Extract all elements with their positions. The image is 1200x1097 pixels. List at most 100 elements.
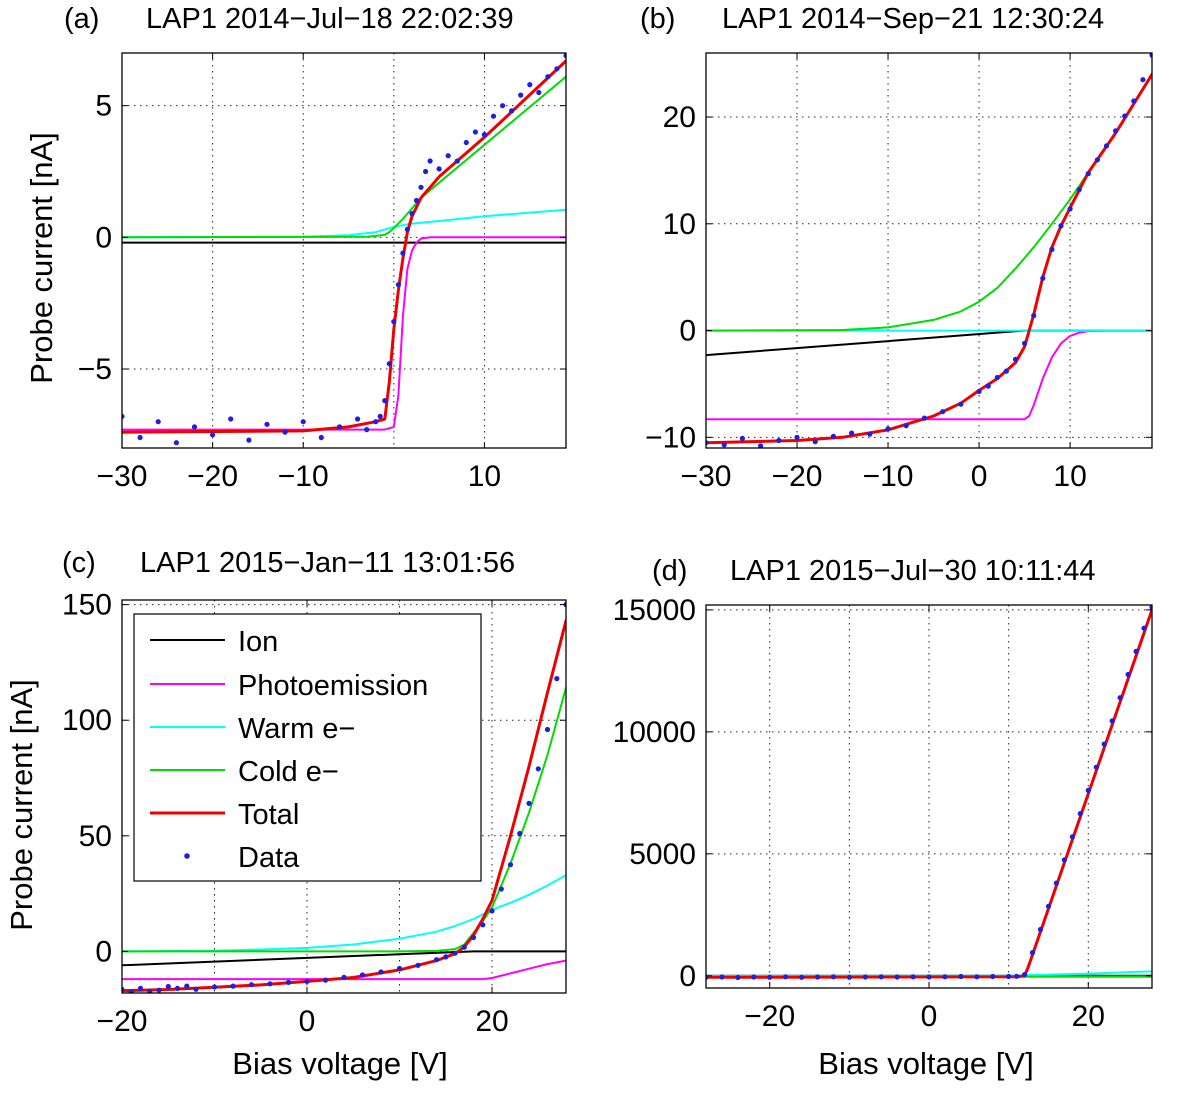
- panel-a-data-point: [554, 66, 560, 72]
- panel-c-data-point: [359, 972, 366, 978]
- panel-d-data-point: [974, 974, 980, 980]
- panel-b-ytick-label: 10: [663, 208, 696, 241]
- panel-a-data-point: [364, 427, 370, 433]
- panel-c-data-point: [165, 983, 171, 990]
- panel-b-series: [706, 72, 1152, 445]
- panel-b-data-point: [1085, 171, 1091, 177]
- panel-b-data-point: [940, 409, 946, 415]
- panel-b-data-point: [903, 423, 909, 429]
- panel-d-data-points: [706, 605, 1152, 981]
- panel-b-data-point: [849, 430, 855, 436]
- panel-b-total-line: [706, 72, 1152, 445]
- panel-a-data-point: [536, 89, 542, 96]
- legend-total-label: Total: [238, 799, 299, 831]
- panel-a-data-point: [395, 282, 401, 288]
- panel-b-data-point: [1040, 275, 1046, 281]
- panel-a-title: LAP1 2014−Jul−18 22:02:39: [146, 3, 514, 35]
- panel-c-data-point: [304, 978, 310, 985]
- panel-a-ytick-label: 5: [95, 90, 112, 123]
- panel-c-data-point: [461, 944, 467, 950]
- panel-a-data-point: [463, 139, 469, 146]
- panel-d-data-point: [830, 974, 837, 980]
- panel-a-label: (a): [64, 3, 99, 35]
- panel-b-xtick-label: −10: [863, 460, 914, 493]
- panel-b-data-point: [1067, 206, 1073, 212]
- panel-d-plot: −20 0 20 0 5000 10000 15000: [613, 594, 1153, 1033]
- panel-a-xtick-label: −20: [187, 460, 238, 493]
- panel-b-title: LAP1 2014−Sep−21 12:30:24: [722, 3, 1104, 35]
- panel-b-data-point: [739, 435, 746, 441]
- panel-a-ytick-label: 0: [95, 221, 112, 254]
- panel-b-ytick-label: 0: [679, 315, 696, 348]
- panel-b-axes-box: [705, 52, 1153, 449]
- panel-a-data-point: [436, 166, 442, 172]
- panel-d-data-point: [942, 974, 948, 980]
- panel-c-data-point: [452, 950, 458, 956]
- panel-a-cold-line: [122, 75, 566, 239]
- panel-a-data-point: [264, 421, 270, 427]
- panel-b-data-points: [706, 53, 1152, 448]
- panel-a-ylabel: Probe current [nA]: [24, 132, 59, 384]
- panel-d-data-point: [1117, 695, 1123, 701]
- panel-a-data-point: [518, 92, 524, 98]
- panel-d-data-point: [894, 974, 900, 980]
- panel-d-data-point: [1101, 741, 1107, 747]
- panel-b: (b) LAP1 2014−Sep−21 12:30:24 −30 −20 −10 0…: [640, 3, 1153, 493]
- panel-a-data-point: [355, 416, 361, 422]
- panel-d-data-point: [862, 974, 868, 980]
- panel-b-data-point: [994, 374, 1000, 381]
- panel-a-plot: −30 −20 −10 10 −5 0 5: [78, 52, 567, 493]
- panel-b-data-point: [1122, 113, 1128, 119]
- legend-data-swatch: [184, 853, 190, 859]
- panel-c-photoemission-line: [122, 959, 566, 981]
- panel-b-data-point: [1131, 98, 1137, 104]
- panel-c-data-point: [341, 974, 347, 980]
- panel-a-data-point: [373, 419, 379, 425]
- panel-a-data-point: [400, 250, 406, 256]
- panel-d-xtick-label: 0: [921, 1000, 938, 1033]
- panel-c-data-point: [535, 766, 541, 772]
- panel-d-data-point: [1022, 972, 1028, 978]
- panel-d-xlabel: Bias voltage [V]: [818, 1046, 1033, 1081]
- panel-b-data-point: [1076, 187, 1082, 193]
- panel-a-photoemission-line: [122, 236, 566, 431]
- legend-data-label: Data: [238, 842, 300, 874]
- panel-d-title: LAP1 2015−Jul−30 10:11:44: [730, 555, 1096, 587]
- panel-d-data-point: [1077, 811, 1083, 817]
- panel-c-data-point: [322, 977, 329, 983]
- panel-d-data-point: [1125, 671, 1131, 678]
- panel-b-data-point: [958, 401, 964, 407]
- panel-a-data-point: [404, 226, 410, 232]
- panel-c-data-point: [480, 922, 486, 928]
- legend-warm-label: Warm e−: [238, 713, 355, 745]
- panel-a-data-point: [173, 440, 179, 446]
- panel-a-data-point: [300, 419, 306, 425]
- panel-d-xtick-label: −20: [744, 1000, 795, 1033]
- panel-a-data-point: [445, 153, 451, 159]
- panel-d-data-point: [958, 973, 964, 980]
- panel-a-data-point: [282, 429, 288, 435]
- panel-d-data-point: [1061, 857, 1067, 863]
- panel-c-xtick-label: 20: [475, 1005, 508, 1038]
- panel-d-ytick-label: 5000: [629, 838, 696, 871]
- panel-d-data-point: [878, 974, 884, 980]
- panel-b-xtick-label: 0: [971, 460, 988, 493]
- panel-d-data-point: [751, 974, 757, 980]
- panel-c-data-point: [267, 981, 273, 987]
- panel-b-data-point: [1049, 246, 1055, 252]
- panel-c-data-point: [285, 979, 292, 986]
- panel-a-data-point: [423, 168, 429, 175]
- panel-d-data-point: [910, 974, 916, 980]
- panel-c-data-point: [470, 934, 477, 941]
- panel-c-data-point: [443, 954, 449, 960]
- panel-a-data-point: [155, 419, 161, 425]
- panel-b-data-point: [1140, 77, 1146, 83]
- panel-c-data-point: [174, 985, 181, 992]
- panel-c-data-point: [184, 983, 190, 989]
- panel-c-label: (c): [62, 547, 96, 579]
- legend-ion-label: Ion: [238, 626, 278, 658]
- panel-c-data-point: [415, 962, 421, 968]
- panel-a-data-point: [454, 158, 460, 164]
- panel-b-data-point: [794, 434, 800, 440]
